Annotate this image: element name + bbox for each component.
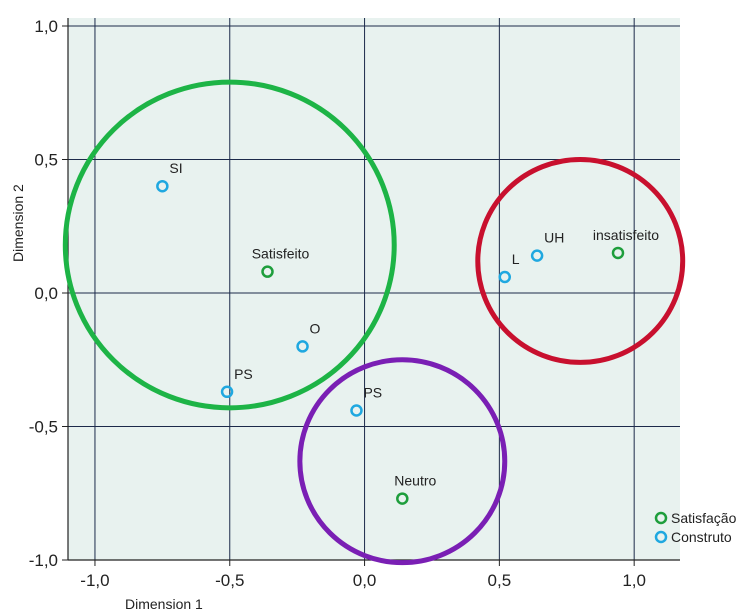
cluster-circle	[62, 79, 397, 411]
x-tick-label: -0,5	[215, 571, 244, 590]
cluster-circle	[475, 157, 686, 365]
y-tick-label: -0,5	[29, 418, 58, 437]
point-label: O	[310, 320, 321, 336]
cluster-circle	[297, 357, 508, 566]
point-label: insatisfeito	[593, 227, 659, 243]
point-label: UH	[544, 230, 564, 246]
point-label: PS	[234, 366, 253, 382]
legend-marker	[654, 511, 668, 525]
data-point	[296, 340, 309, 353]
data-point	[350, 404, 363, 417]
y-axis-title: Dimension 2	[10, 184, 26, 262]
point-label: PS	[363, 384, 382, 400]
data-point	[396, 492, 409, 505]
data-point	[498, 270, 512, 284]
y-tick-label: -1,0	[29, 551, 58, 570]
data-point	[611, 246, 625, 260]
plot-background	[68, 18, 680, 560]
data-point	[220, 385, 234, 399]
data-point	[261, 265, 274, 278]
point-label: SI	[169, 160, 182, 176]
legend: Satisfação Construto	[654, 510, 737, 545]
data-points: Satisfeito insatisfeito Neutro SI O PS PS L UH	[156, 160, 659, 505]
data-point	[530, 249, 544, 262]
x-tick-label: -1,0	[80, 571, 109, 590]
point-label: L	[512, 251, 520, 267]
legend-marker	[654, 530, 668, 544]
y-tick-label: 1,0	[34, 17, 58, 36]
cluster-circles	[62, 79, 686, 566]
y-tick-label: 0,5	[34, 151, 58, 170]
point-label: Neutro	[394, 473, 436, 489]
x-axis-title: Dimension 1	[125, 596, 203, 612]
x-tick-label: 1,0	[622, 571, 646, 590]
y-tick-label: 0,0	[34, 284, 58, 303]
data-point	[156, 179, 169, 193]
legend-label: Satisfação	[671, 510, 737, 526]
legend-label: Construto	[671, 529, 732, 545]
x-tick-label: 0,5	[488, 571, 512, 590]
x-tick-label: 0,0	[353, 571, 377, 590]
point-label: Satisfeito	[252, 246, 310, 262]
